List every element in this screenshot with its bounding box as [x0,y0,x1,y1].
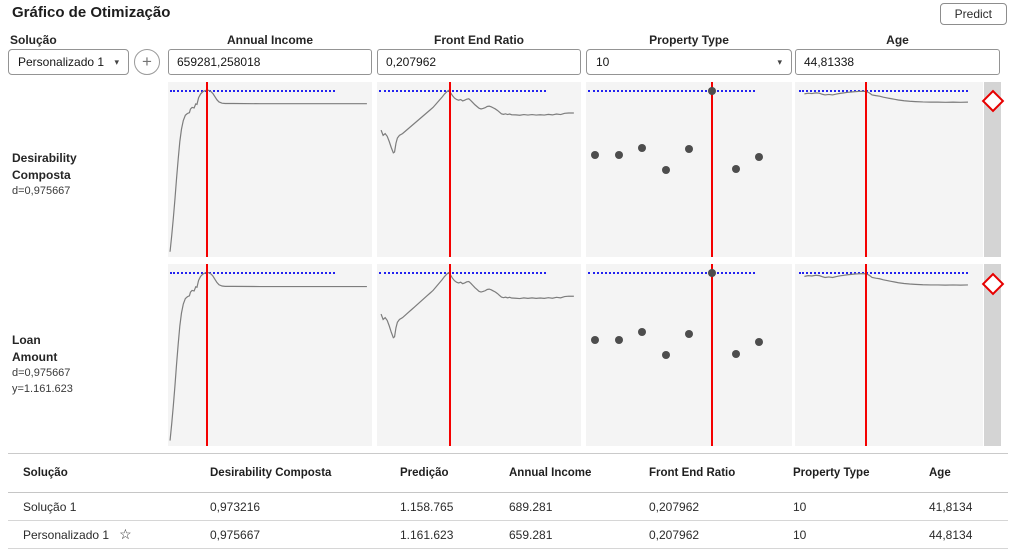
row-title: Desirability Composta [12,151,77,182]
col-header-property-type: Property Type [778,453,914,493]
current-value-line[interactable] [205,82,208,257]
cell-property-type: 10 [778,520,914,549]
row-desirability-value: d=0,975667 [12,366,71,379]
profile-curve [377,264,581,446]
profile-chart-property-type-desirability[interactable] [586,82,792,257]
scatter-point [685,330,693,339]
current-value-line[interactable] [865,82,868,257]
col-header-age: Age [914,453,1008,493]
row-prediction-value: y=1.161.623 [12,382,73,395]
table-row-solucao-1[interactable]: Solução 1 0,973216 1.158.765 689.281 0,2… [8,492,1008,521]
solution-dropdown[interactable]: Personalizado 1 ▾ [8,49,129,75]
current-value-line[interactable] [710,264,713,446]
optimum-reference-line [379,89,547,92]
profile-curve [168,82,372,257]
solution-dropdown-value: Personalizado 1 [18,55,105,69]
row-title: Loan Amount [12,333,58,364]
scatter-point [707,86,716,95]
profile-chart-annual-income-desirability[interactable] [168,82,372,257]
field-label-age: Age [886,33,909,47]
row-label-desirability-composta: Desirability Composta d=0,975667 [12,150,107,200]
chevron-down-icon: ▾ [114,56,119,67]
scatter-point [614,151,623,160]
profile-curve [377,82,581,257]
scatter-point [591,335,600,344]
cell-predicao: 1.158.765 [385,492,494,521]
scatter-point [732,350,741,359]
predict-button[interactable]: Predict [939,3,1007,25]
field-label-property-type: Property Type [649,33,729,47]
col-header-desirability-composta: Desirability Composta [195,453,385,493]
front-end-ratio-input[interactable] [377,49,581,75]
optimum-reference-line [588,272,755,275]
row-label-loan-amount: Loan Amount d=0,975667 y=1.161.623 [12,332,107,397]
current-value-line[interactable] [449,264,452,446]
optimum-reference-line [170,272,336,275]
cell-age: 41,8134 [914,492,1008,521]
optimum-reference-line [588,89,755,92]
scatter-point [637,328,646,337]
cell-front-end-ratio: 0,207962 [634,492,778,521]
current-value-line[interactable] [205,264,208,446]
cell-predicao: 1.161.623 [385,520,494,549]
col-header-solucao: Solução [8,453,195,493]
cell-age: 44,8134 [914,520,1008,549]
profile-curve [795,82,983,257]
col-header-annual-income: Annual Income [494,453,634,493]
profile-chart-age-loan-amount[interactable] [795,264,983,446]
scatter-point [591,150,600,159]
current-value-line[interactable] [449,82,452,257]
scatter-point [685,145,693,154]
optimum-reference-line [170,89,336,92]
desirability-scale-strip [984,82,1001,257]
col-header-front-end-ratio: Front End Ratio [634,453,778,493]
profile-chart-front-end-ratio-loan-amount[interactable] [377,264,581,446]
chevron-down-icon: ▾ [777,56,782,67]
current-value-line[interactable] [710,82,713,257]
scatter-point [755,338,764,347]
profile-curve [795,264,983,446]
cell-desirability: 0,975667 [195,520,385,549]
scatter-point [707,269,716,278]
profile-chart-age-desirability[interactable] [795,82,983,257]
add-solution-button[interactable]: + [134,49,160,75]
profile-chart-property-type-loan-amount[interactable] [586,264,792,446]
desirability-scale-strip [984,264,1001,446]
scatter-point [614,336,623,345]
col-header-predicao: Predição [385,453,494,493]
page-title: Gráfico de Otimização [12,4,171,21]
profile-curve [168,264,372,446]
profile-chart-annual-income-loan-amount[interactable] [168,264,372,446]
cell-annual-income: 689.281 [494,492,634,521]
cell-desirability: 0,973216 [195,492,385,521]
scatter-point [755,153,764,162]
cell-annual-income: 659.281 [494,520,634,549]
current-value-line[interactable] [865,264,868,446]
scatter-point [637,143,646,152]
property-type-dropdown[interactable]: 10 ▾ [586,49,792,75]
solutions-table: Solução Desirability Composta Predição A… [8,453,1008,549]
scatter-point [662,351,671,359]
table-row-personalizado-1[interactable]: Personalizado 1 ☆ 0,975667 1.161.623 659.… [8,520,1008,549]
scatter-point [662,165,671,174]
star-icon[interactable]: ☆ [119,526,132,542]
optimum-reference-line [798,89,968,92]
annual-income-input[interactable] [168,49,372,75]
cell-property-type: 10 [778,492,914,521]
cell-front-end-ratio: 0,207962 [634,520,778,549]
field-label-front-end-ratio: Front End Ratio [434,33,524,47]
solution-label: Solução [10,33,57,47]
optimum-reference-line [798,272,968,275]
property-type-value: 10 [596,55,610,69]
solution-name: Solução 1 [23,499,77,514]
optimum-reference-line [379,272,547,275]
age-input[interactable] [795,49,1000,75]
scatter-point [732,164,741,173]
solution-name: Personalizado 1 [23,528,110,542]
table-header-row: Solução Desirability Composta Predição A… [8,453,1008,493]
profile-chart-front-end-ratio-desirability[interactable] [377,82,581,257]
row-desirability-value: d=0,975667 [12,184,71,197]
field-label-annual-income: Annual Income [226,33,313,47]
